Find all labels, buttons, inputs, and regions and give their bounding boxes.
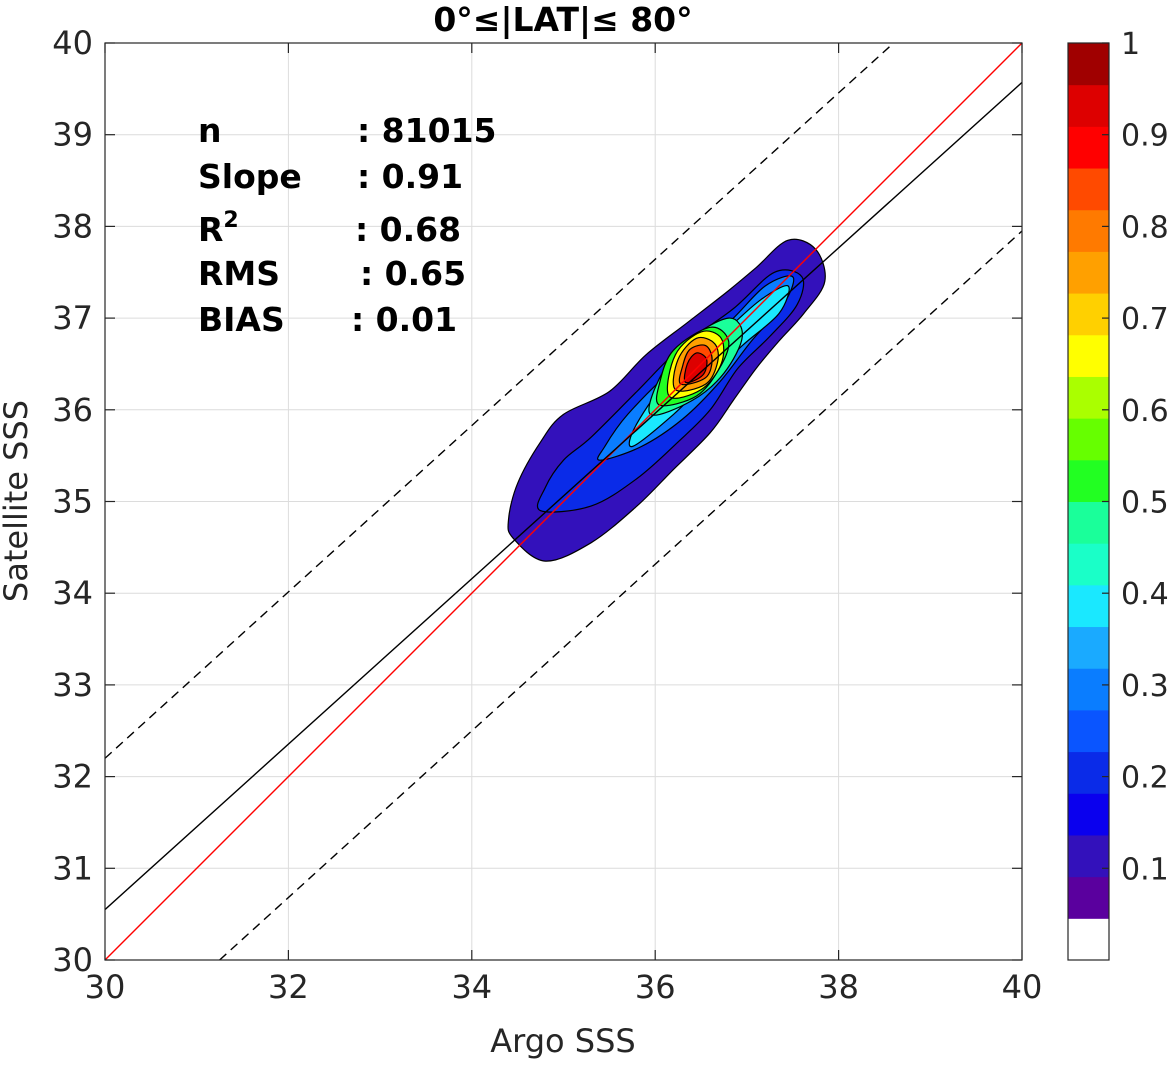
colorbar-segment	[1068, 43, 1109, 86]
stat-label: BIAS	[198, 300, 285, 339]
y-tick-label: 31	[52, 849, 93, 887]
colorbar-segment	[1068, 251, 1109, 294]
stat-value: : 81015	[357, 111, 497, 150]
colorbar-tick-label: 0.2	[1121, 761, 1169, 796]
y-tick-label: 39	[52, 116, 93, 154]
colorbar-segment	[1068, 751, 1109, 794]
y-tick-label: 40	[52, 24, 93, 62]
x-tick-label: 34	[451, 968, 492, 1006]
stat-value: : 0.68	[355, 210, 461, 249]
colorbar-segment	[1068, 709, 1109, 753]
line-lower-bound	[219, 230, 1022, 960]
y-tick-label: 37	[52, 299, 93, 337]
colorbar-tick-label: 0.6	[1121, 394, 1169, 429]
line-upper-bound	[105, 43, 895, 759]
colorbar-segment	[1068, 334, 1109, 377]
colorbar: 0.1 0.2 0.3 0.4 0.5 0.6 0.7 0.8 0.9 1	[1067, 27, 1169, 961]
colorbar-segment	[1068, 876, 1109, 919]
colorbar-segment	[1068, 376, 1109, 419]
colorbar-tick-label: 0.3	[1121, 669, 1169, 704]
stat-value: : 0.91	[357, 157, 463, 196]
stat-label: n	[198, 111, 222, 150]
colorbar-segment	[1068, 626, 1109, 669]
colorbar-tick-label: 0.8	[1121, 210, 1169, 245]
colorbar-tick-label: 0.9	[1121, 119, 1169, 154]
y-tick-label: 33	[52, 666, 93, 704]
line-regression-fit	[105, 81, 1022, 911]
colorbar-segment	[1068, 501, 1109, 544]
colorbar-segment	[1068, 293, 1109, 336]
colorbar-segment	[1068, 168, 1109, 211]
stat-label: Slope	[198, 157, 302, 196]
grid	[105, 43, 1022, 960]
x-axis-label: Argo SSS	[490, 1022, 635, 1060]
stat-value: : 0.65	[360, 254, 466, 293]
y-tick-label: 38	[52, 207, 93, 245]
y-tick-label: 34	[52, 574, 93, 612]
colorbar-segment	[1068, 834, 1109, 878]
colorbar-segment	[1068, 918, 1109, 961]
colorbar-segment	[1068, 584, 1109, 628]
colorbar-tick-label: 0.7	[1121, 302, 1169, 337]
colorbar-segment	[1068, 209, 1109, 252]
x-tick-label: 36	[635, 968, 676, 1006]
colorbar-segment	[1068, 84, 1109, 127]
stat-label: RMS	[198, 254, 280, 293]
colorbar-segment	[1068, 793, 1109, 836]
colorbar-segment	[1068, 418, 1109, 461]
chart-title: 0°≤|LAT|≤ 80°	[433, 0, 692, 39]
colorbar-segment	[1068, 668, 1109, 711]
stat-superscript: 2	[223, 208, 238, 233]
y-tick-label: 36	[52, 391, 93, 429]
y-tick-label: 30	[52, 941, 93, 979]
x-tick-label: 40	[1002, 968, 1043, 1006]
colorbar-segment	[1068, 126, 1109, 169]
colorbar-segment	[1068, 459, 1109, 502]
reference-lines	[105, 43, 1022, 960]
axis-ticks: 30 32 34 36 38 40 30 31 32 33 34 35 36 37 38 39 40	[52, 24, 1042, 1006]
colorbar-tick-label: 1	[1121, 27, 1140, 62]
y-tick-label: 35	[52, 483, 93, 521]
colorbar-tick-label: 0.4	[1121, 577, 1169, 612]
x-tick-label: 32	[268, 968, 309, 1006]
x-tick-label: 30	[85, 968, 126, 1006]
line-one-to-one	[105, 43, 1022, 960]
y-axis-label: Satellite SSS	[0, 400, 35, 602]
y-tick-label: 32	[52, 758, 93, 796]
stat-value: : 0.01	[351, 300, 457, 339]
colorbar-tick-label: 0.5	[1121, 486, 1169, 521]
colorbar-tick-label: 0.1	[1121, 852, 1169, 887]
colorbar-segment	[1068, 543, 1109, 586]
x-tick-label: 38	[818, 968, 859, 1006]
